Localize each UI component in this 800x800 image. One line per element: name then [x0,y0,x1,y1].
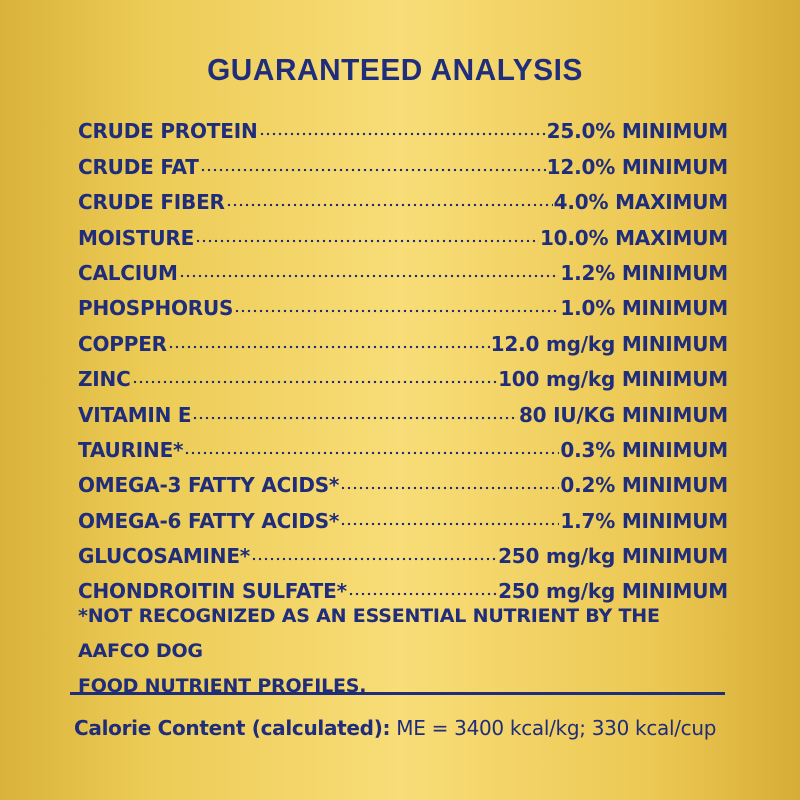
nutrient-value: 25.0% MINIMUM [546,119,729,144]
footnote: *NOT RECOGNIZED AS AN ESSENTIAL NUTRIENT… [78,599,728,704]
nutrient-value: 250 mg/kg MINIMUM [498,579,728,604]
nutrient-row: CRUDE PROTEIN 25.0% MINIMUM [78,106,728,141]
dot-leader [251,557,498,562]
nutrient-row: CHONDROITIN SULFATE* 250 mg/kg MINIMUM [78,566,728,601]
nutrient-value: 0.3% MINIMUM [560,437,728,462]
nutrient-value: 1.7% MINIMUM [560,508,728,533]
nutrient-value: 12.0 mg/kg MINIMUM [490,331,729,356]
nutrient-row: CALCIUM 1.2% MINIMUM [78,248,728,283]
nutrient-label: CRUDE PROTEIN [78,119,258,144]
nutrient-label: CRUDE FIBER [78,190,225,215]
nutrient-label: OMEGA-6 FATTY ACIDS* [78,508,340,533]
footnote-line: FOOD NUTRIENT PROFILES. [78,675,367,697]
nutrient-value: 100 mg/kg MINIMUM [498,367,728,392]
nutrient-label: ZINC [78,367,131,392]
nutrient-value: 1.2% MINIMUM [560,260,728,285]
dot-leader [184,450,560,455]
nutrient-value: 0.2% MINIMUM [560,473,728,498]
dot-leader [178,273,560,278]
nutrient-value: 1.0% MINIMUM [560,296,728,321]
nutrient-label: PHOSPHORUS [78,296,234,321]
nutrient-row: GLUCOSAMINE* 250 mg/kg MINIMUM [78,531,728,566]
dot-leader [340,486,560,491]
nutrient-row: TAURINE* 0.3% MINIMUM [78,425,728,460]
dot-leader [347,592,498,597]
dot-leader [167,344,490,349]
nutrient-row: PHOSPHORUS 1.0% MINIMUM [78,283,728,318]
divider [70,692,725,695]
dot-leader [225,203,553,208]
dot-leader [340,521,560,526]
nutrient-row: CRUDE FAT 12.0% MINIMUM [78,141,729,179]
dot-leader [192,415,518,420]
nutrient-row: VITAMIN E 80 IU/KG MINIMUM [78,389,728,427]
nutrient-row: OMEGA-3 FATTY ACIDS* 0.2% MINIMUM [78,460,728,495]
nutrient-row: OMEGA-6 FATTY ACIDS* 1.7% MINIMUM [78,495,728,533]
nutrient-value: 250 mg/kg MINIMUM [498,544,728,569]
nutrient-label: OMEGA-3 FATTY ACIDS* [78,473,340,498]
nutrient-label: VITAMIN E [78,402,192,427]
nutrient-label: GLUCOSAMINE* [78,544,251,569]
nutrient-label: CRUDE FAT [78,154,199,179]
nutrient-label: MOISTURE [78,225,195,250]
nutrient-label: CHONDROITIN SULFATE* [78,579,347,604]
footnote-line: *NOT RECOGNIZED AS AN ESSENTIAL NUTRIENT… [78,605,660,662]
dot-leader [131,380,498,385]
nutrient-label: CALCIUM [78,260,178,285]
calorie-content: Calorie Content (calculated): ME = 3400 … [74,716,734,740]
dot-leader [258,132,546,137]
nutrient-row: MOISTURE 10.0% MAXIMUM [78,212,728,250]
nutrient-row: COPPER 12.0 mg/kg MINIMUM [78,318,729,356]
page-title: GUARANTEED ANALYSIS [207,52,583,87]
nutrient-label: TAURINE* [78,437,184,462]
dot-leader [199,167,546,172]
calorie-label: Calorie Content (calculated): [74,716,391,740]
dot-leader [234,309,560,314]
nutrient-label: COPPER [78,331,167,356]
nutrient-value: 80 IU/KG MINIMUM [518,402,728,427]
calorie-value: ME = 3400 kcal/kg; 330 kcal/cup [390,716,717,740]
nutrient-value: 4.0% MAXIMUM [553,190,729,215]
nutrient-value: 10.0% MAXIMUM [539,225,728,250]
nutrient-row: CRUDE FIBER 4.0% MAXIMUM [78,177,728,212]
nutrient-table: CRUDE PROTEIN 25.0% MINIMUM CRUDE FAT 12… [78,106,728,601]
nutrient-value: 12.0% MINIMUM [546,154,729,179]
dot-leader [195,238,539,243]
nutrient-row: ZINC 100 mg/kg MINIMUM [78,354,728,389]
